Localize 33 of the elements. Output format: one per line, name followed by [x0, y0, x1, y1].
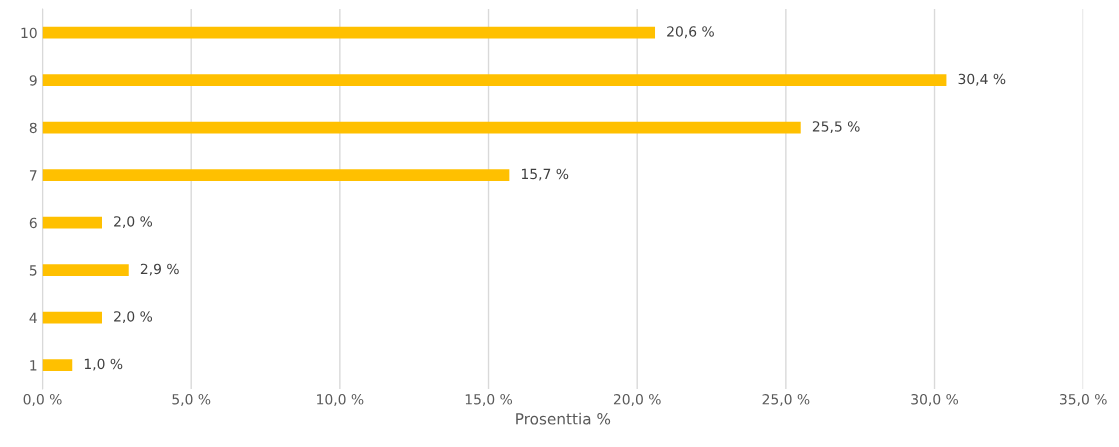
x-tick-label: 20,0 %: [613, 394, 661, 406]
bar: [42, 311, 102, 324]
x-axis-title: Prosenttia %: [516, 412, 611, 425]
bar: [42, 264, 129, 277]
data-label: 2,0 %: [114, 311, 153, 324]
data-label: 1,0 %: [84, 358, 123, 371]
data-label: 30,4 %: [958, 73, 1006, 86]
x-tick-label: 5,0 %: [172, 394, 211, 406]
bar: [42, 26, 656, 39]
bar: [42, 74, 947, 87]
bar: [42, 359, 73, 372]
y-tick-label: 5: [29, 265, 37, 276]
y-tick-label: 1: [30, 360, 37, 371]
data-label: 2,9 %: [140, 263, 179, 276]
x-tick-label: 25,0 %: [762, 394, 810, 406]
bar: [42, 121, 801, 134]
x-tick-label: 15,0 %: [465, 394, 513, 406]
y-tick-label: 4: [29, 312, 37, 323]
y-tick-label: 8: [29, 122, 37, 134]
y-tick-label: 10: [21, 27, 37, 39]
data-label: 20,6 %: [667, 26, 714, 39]
x-tick-label: 10,0 %: [317, 394, 364, 406]
x-tick-label: 30,0 %: [911, 394, 959, 406]
x-tick-label: 35,0 %: [1059, 394, 1107, 406]
y-tick-label: 7: [29, 170, 37, 181]
data-label: 15,7 %: [521, 168, 569, 181]
y-tick-label: 9: [29, 75, 37, 86]
data-label: 25,5 %: [812, 121, 860, 134]
y-tick-label: 6: [29, 217, 37, 229]
x-tick-label: 0,0 %: [23, 394, 62, 406]
bar: [42, 169, 510, 182]
data-label: 2,0 %: [114, 216, 153, 229]
bar: [42, 216, 102, 229]
